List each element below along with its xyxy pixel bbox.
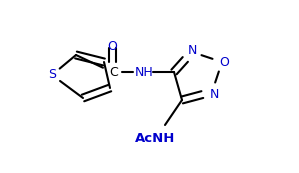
Text: O: O xyxy=(219,56,229,69)
Text: N: N xyxy=(187,43,197,57)
Text: AcNH: AcNH xyxy=(135,131,175,144)
Text: N: N xyxy=(209,88,219,101)
Text: S: S xyxy=(48,69,56,81)
Text: C: C xyxy=(110,66,118,79)
Text: O: O xyxy=(107,39,117,52)
Text: NH: NH xyxy=(135,66,153,79)
